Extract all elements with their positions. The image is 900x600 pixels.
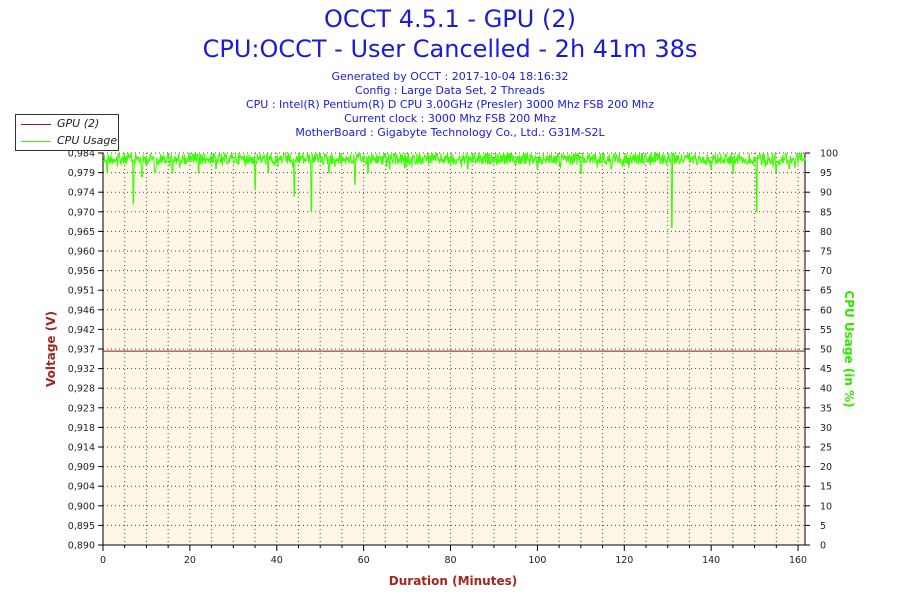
info-config: Config : Large Data Set, 2 Threads [355,84,545,97]
y2-tick-label: 15 [820,482,832,493]
x-tick-label: 40 [271,555,283,566]
y2-tick-label: 95 [820,168,832,179]
y2-tick-label: 75 [820,247,832,258]
y2-tick-label: 25 [820,443,832,454]
x-tick-label: 100 [528,555,546,566]
x-tick-label: 160 [789,555,807,566]
info-cpu: CPU : Intel(R) Pentium(R) D CPU 3.00GHz … [245,98,655,111]
x-tick-label: 140 [702,555,720,566]
y2-tick-label: 5 [820,521,826,532]
legend-label-cpu-usage: CPU Usage [57,134,118,147]
y-tick-label: 0,918 [68,423,95,434]
y-tick-label: 0,932 [68,364,95,375]
x-tick-label: 120 [615,555,633,566]
y2-tick-label: 10 [820,501,832,512]
legend: GPU (2) CPU Usage [15,114,119,151]
y2-tick-label: 30 [820,423,832,434]
y-tick-label: 0,937 [68,345,95,356]
x-tick-label: 60 [358,555,370,566]
y-axis-title: Voltage (V) [44,311,58,387]
y2-tick-label: 60 [820,305,832,316]
y-tick-label: 0,942 [68,325,95,336]
y-tick-label: 0,956 [68,266,95,277]
y-tick-label: 0,984 [68,149,95,160]
y2-tick-label: 45 [820,364,832,375]
y-tick-label: 0,890 [68,541,95,552]
y2-tick-label: 85 [820,207,832,218]
info-generated: Generated by OCCT : 2017-10-04 18:16:32 [331,70,569,83]
legend-label-gpu: GPU (2) [57,117,100,130]
series-line-cpu-usage [102,151,806,228]
legend-swatch-cpu-usage [21,141,51,142]
y-tick-label: 0,904 [68,482,95,493]
y-tick-label: 0,928 [68,384,95,395]
y2-tick-label: 40 [820,384,832,395]
y-tick-label: 0,923 [68,403,95,414]
y-tick-label: 0,951 [68,286,95,297]
y2-tick-label: 70 [820,266,832,277]
y2-tick-label: 0 [820,541,826,552]
info-clock: Current clock : 3000 Mhz FSB 200 Mhz [344,112,556,125]
y-tick-label: 0,900 [68,501,95,512]
y2-tick-label: 100 [820,149,838,160]
y-tick-label: 0,965 [68,227,95,238]
legend-item-gpu: GPU (2) [19,116,119,132]
x-tick-label: 20 [184,555,196,566]
y2-tick-label: 80 [820,227,832,238]
x-tick-label: 80 [444,555,456,566]
y-tick-label: 0,970 [68,207,95,218]
y-tick-label: 0,960 [68,247,95,258]
legend-swatch-gpu [21,124,51,125]
y-tick-label: 0,974 [68,188,95,199]
y2-tick-label: 50 [820,345,832,356]
y2-axis-title: CPU Usage (in %) [842,290,856,407]
x-axis-title: Duration (Minutes) [389,574,517,588]
y-tick-label: 0,895 [68,521,95,532]
y-tick-label: 0,979 [68,168,95,179]
y-tick-label: 0,946 [68,305,95,316]
chart-subtitle: CPU:OCCT - User Cancelled - 2h 41m 38s [202,35,698,63]
y2-tick-label: 35 [820,403,832,414]
x-tick-label: 0 [100,555,106,566]
legend-item-cpu-usage: CPU Usage [19,133,119,149]
y-tick-label: 0,914 [68,443,95,454]
y2-tick-label: 55 [820,325,832,336]
y2-tick-label: 20 [820,462,832,473]
chart-title: OCCT 4.5.1 - GPU (2) [324,5,576,33]
y-tick-label: 0,909 [68,462,95,473]
info-motherboard: MotherBoard : Gigabyte Technology Co., L… [295,126,605,139]
y2-tick-label: 90 [820,188,832,199]
y2-tick-label: 65 [820,286,832,297]
